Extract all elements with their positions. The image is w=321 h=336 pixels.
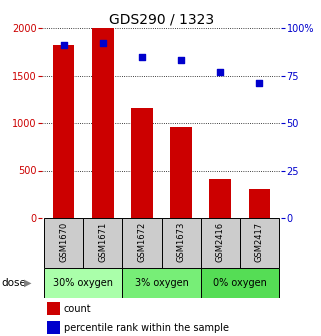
Bar [44,268,122,298]
Bar [170,127,192,218]
Text: dose: dose [2,278,26,288]
Text: GSM1672: GSM1672 [137,222,146,262]
Bar [53,45,74,218]
Text: GSM1671: GSM1671 [98,222,107,262]
Point [178,57,184,63]
Bar [201,218,240,268]
Bar [210,179,231,218]
Bar [122,218,161,268]
Point [61,42,66,48]
Bar [122,268,201,298]
Bar [249,188,270,218]
Bar [83,218,122,268]
Point [218,69,223,74]
Point [139,54,144,59]
Point [257,80,262,86]
Bar [92,28,114,218]
Text: percentile rank within the sample: percentile rank within the sample [64,323,229,333]
Bar [201,268,279,298]
Point [100,41,105,46]
Text: GSM2416: GSM2416 [216,222,225,262]
Text: GSM1670: GSM1670 [59,222,68,262]
Text: 3% oxygen: 3% oxygen [134,278,188,288]
Bar [44,218,83,268]
Bar [47,302,60,315]
Text: ▶: ▶ [24,278,32,288]
Text: 30% oxygen: 30% oxygen [53,278,113,288]
Text: GSM1673: GSM1673 [177,222,186,262]
Text: GSM2417: GSM2417 [255,222,264,262]
Title: GDS290 / 1323: GDS290 / 1323 [109,13,214,27]
Bar [161,218,201,268]
Bar [131,108,153,218]
Text: 0% oxygen: 0% oxygen [213,278,267,288]
Bar [240,218,279,268]
Bar [47,321,60,334]
Text: count: count [64,304,91,313]
